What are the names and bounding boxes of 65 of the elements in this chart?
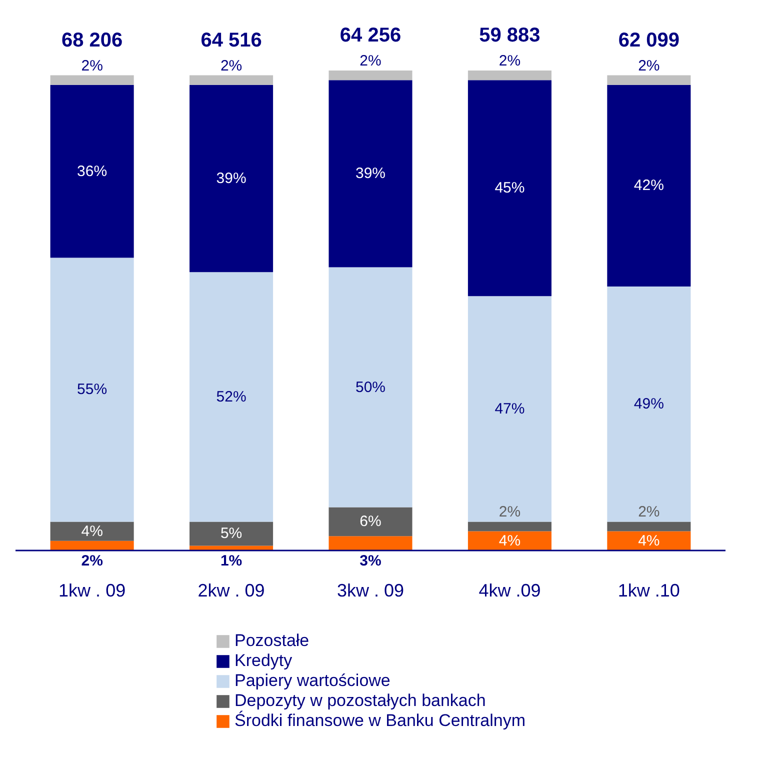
data-label: 2% bbox=[498, 52, 521, 70]
annotation: 64 256 bbox=[340, 24, 402, 46]
data-label: 3% bbox=[360, 552, 382, 570]
legend-label: Środki finansowe w Banku Centralnym bbox=[234, 711, 526, 731]
bar bbox=[607, 522, 691, 532]
data-label: 39% bbox=[216, 170, 246, 187]
bar bbox=[328, 507, 412, 536]
bar bbox=[468, 522, 552, 532]
bar bbox=[50, 522, 134, 541]
bar bbox=[328, 267, 412, 508]
x-tick-label: 2kw . 09 bbox=[198, 580, 265, 600]
data-label: 2% bbox=[638, 57, 660, 74]
bar bbox=[50, 84, 134, 258]
annotation: 59 883 bbox=[479, 24, 540, 46]
bar bbox=[607, 531, 691, 550]
data-label: 2% bbox=[638, 504, 660, 521]
data-label: 5% bbox=[220, 525, 242, 542]
bar bbox=[468, 296, 552, 522]
data-label: 2% bbox=[360, 52, 382, 70]
bar bbox=[328, 70, 412, 80]
data-label: 4% bbox=[638, 532, 660, 550]
bar bbox=[190, 84, 274, 272]
data-label: 6% bbox=[360, 513, 382, 530]
legend-label: Papiery wartościowe bbox=[234, 671, 390, 691]
data-label: 1% bbox=[220, 552, 242, 570]
bar bbox=[190, 522, 274, 546]
annotation: 62 099 bbox=[618, 29, 680, 52]
bar bbox=[328, 536, 412, 550]
bar bbox=[468, 70, 552, 80]
data-label: 55% bbox=[77, 381, 108, 398]
data-label: 4% bbox=[498, 532, 521, 550]
data-label: 42% bbox=[634, 177, 664, 194]
bar bbox=[607, 84, 691, 286]
legend-label: Pozostałe bbox=[234, 631, 310, 651]
bar bbox=[607, 75, 691, 85]
bar bbox=[50, 258, 134, 522]
data-label: 2% bbox=[498, 504, 521, 521]
legend-label: Kredyty bbox=[234, 651, 292, 671]
bar bbox=[468, 531, 552, 550]
data-label: 2% bbox=[220, 57, 242, 74]
data-label: 52% bbox=[216, 388, 246, 406]
annotation: 64 516 bbox=[200, 29, 262, 52]
legend-label: Depozyty w pozostałych bankach bbox=[234, 691, 486, 710]
data-label: 39% bbox=[355, 165, 386, 182]
x-tick-label: 1kw . 09 bbox=[58, 580, 126, 600]
bar bbox=[50, 540, 134, 550]
data-label: 50% bbox=[355, 378, 386, 396]
bar bbox=[50, 75, 134, 85]
bar bbox=[468, 80, 552, 296]
x-tick-label: 1kw .10 bbox=[618, 580, 680, 600]
data-label: 45% bbox=[494, 180, 525, 197]
bar bbox=[328, 80, 412, 268]
data-label: 36% bbox=[77, 162, 108, 180]
annotation: 68 206 bbox=[61, 29, 123, 52]
x-tick-label: 3kw . 09 bbox=[336, 580, 404, 600]
data-label: 47% bbox=[494, 400, 525, 418]
bar bbox=[190, 546, 274, 550]
x-tick-label: 4kw .09 bbox=[478, 580, 541, 600]
bar bbox=[190, 75, 274, 85]
data-label: 2% bbox=[81, 552, 103, 570]
data-label: 49% bbox=[634, 396, 664, 413]
bar bbox=[607, 286, 691, 522]
data-label: 4% bbox=[81, 522, 103, 540]
bar bbox=[190, 272, 274, 522]
data-label: 2% bbox=[81, 57, 103, 74]
